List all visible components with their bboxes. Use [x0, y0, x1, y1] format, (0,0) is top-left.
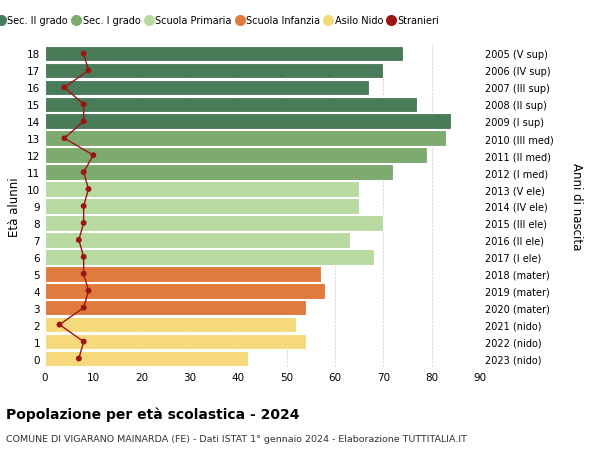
Point: [84, 287, 94, 295]
Point: [79, 50, 88, 58]
Point: [79, 169, 88, 176]
Bar: [45, 80, 369, 96]
Bar: [45, 131, 446, 147]
Bar: [45, 351, 248, 367]
Bar: [45, 148, 427, 163]
Point: [79, 254, 88, 261]
Bar: [45, 250, 374, 265]
Bar: [45, 216, 383, 231]
Bar: [45, 199, 359, 214]
Point: [79, 270, 88, 278]
Bar: [45, 266, 320, 282]
Point: [84, 186, 94, 193]
Bar: [45, 300, 306, 316]
Point: [59, 84, 69, 92]
Bar: [45, 182, 359, 197]
Y-axis label: Età alunni: Età alunni: [8, 177, 22, 236]
Bar: [45, 283, 325, 299]
Point: [79, 101, 88, 109]
Legend: Sec. II grado, Sec. I grado, Scuola Primaria, Scuola Infanzia, Asilo Nido, Stran: Sec. II grado, Sec. I grado, Scuola Prim…: [0, 12, 443, 30]
Point: [79, 304, 88, 312]
Text: Popolazione per età scolastica - 2024: Popolazione per età scolastica - 2024: [6, 406, 299, 421]
Point: [74, 355, 83, 363]
Y-axis label: Anni di nascita: Anni di nascita: [570, 163, 583, 250]
Point: [79, 338, 88, 346]
Point: [89, 152, 98, 159]
Point: [74, 237, 83, 244]
Point: [84, 67, 94, 75]
Bar: [45, 233, 350, 248]
Bar: [45, 63, 383, 79]
Bar: [45, 334, 306, 350]
Text: COMUNE DI VIGARANO MAINARDA (FE) - Dati ISTAT 1° gennaio 2024 - Elaborazione TUT: COMUNE DI VIGARANO MAINARDA (FE) - Dati …: [6, 434, 467, 443]
Bar: [45, 97, 417, 113]
Bar: [45, 114, 451, 130]
Bar: [45, 317, 296, 333]
Point: [79, 118, 88, 126]
Point: [59, 135, 69, 143]
Bar: [45, 46, 403, 62]
Point: [79, 220, 88, 227]
Bar: [45, 165, 393, 180]
Point: [79, 203, 88, 210]
Point: [55, 321, 64, 329]
